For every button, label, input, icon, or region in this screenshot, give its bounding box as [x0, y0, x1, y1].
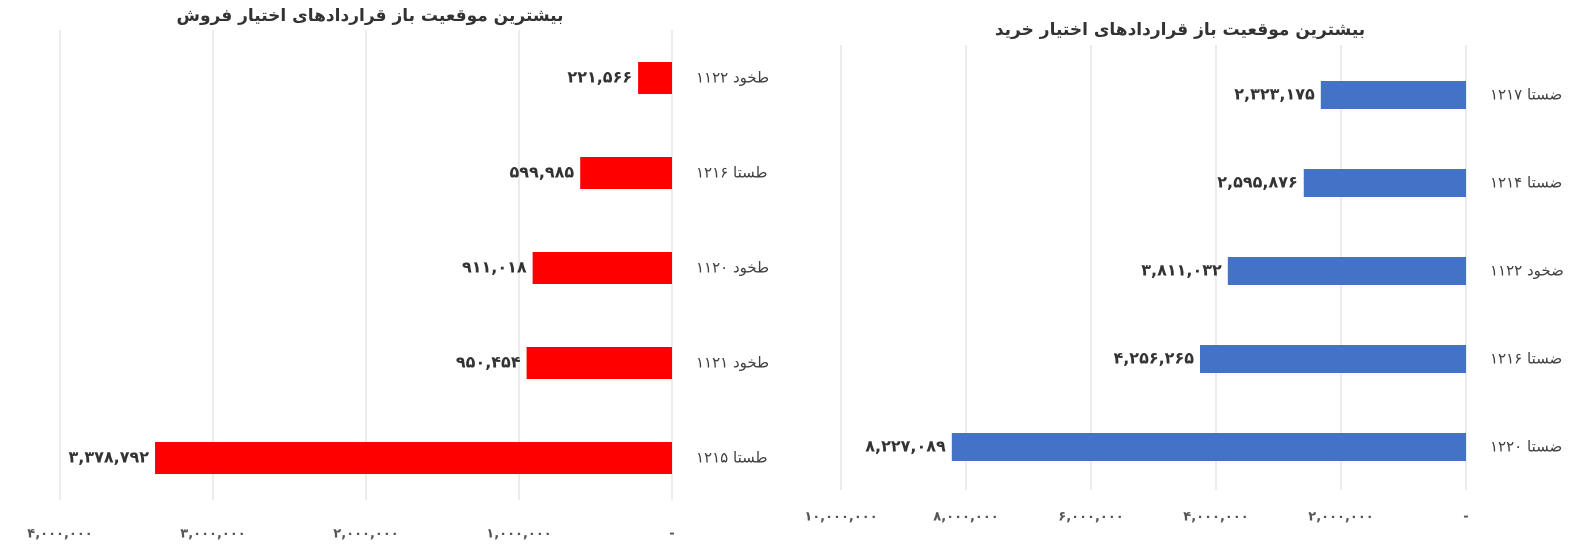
y-tick-label: طخود ۱۱۲۲: [696, 69, 769, 87]
bar: [1303, 169, 1466, 197]
y-tick-label: طستا ۱۲۱۵: [696, 449, 767, 467]
data-label: ۸,۲۲۷,۰۸۹: [865, 437, 946, 456]
y-tick-label: ضخود ۱۱۲۲: [1490, 262, 1564, 280]
x-tick-label: ۴,۰۰۰,۰۰۰: [27, 527, 92, 542]
data-label: ۲,۳۲۳,۱۷۵: [1234, 85, 1315, 104]
bar: [1199, 345, 1466, 373]
data-label: ۵۹۹,۹۸۵: [510, 163, 575, 182]
data-label: ۹۵۰,۴۵۴: [456, 353, 521, 372]
bar: [580, 157, 672, 189]
x-tick-label: ۱۰,۰۰۰,۰۰۰: [804, 510, 877, 525]
data-label: ۹۱۱,۰۱۸: [462, 258, 527, 277]
y-tick-label: ضستا ۱۲۲۰: [1490, 438, 1562, 456]
bar: [532, 252, 672, 284]
bar: [1227, 257, 1466, 285]
x-tick-label: ۲,۰۰۰,۰۰۰: [1308, 510, 1373, 525]
bar: [1320, 81, 1466, 109]
x-tick-label: ۸,۰۰۰,۰۰۰: [933, 510, 998, 525]
x-tick-label: ۴,۰۰۰,۰۰۰: [1183, 510, 1248, 525]
chart-title: بیشترین موقعیت باز قراردادهای اختیار فرو…: [176, 6, 563, 26]
data-label: ۳,۳۷۸,۷۹۲: [69, 448, 150, 467]
bar: [951, 433, 1466, 461]
x-tick-label: -: [1463, 510, 1468, 525]
y-tick-label: ضستا ۱۲۱۴: [1490, 174, 1562, 192]
bar: [638, 62, 672, 94]
x-tick-label: -: [669, 527, 674, 542]
data-label: ۲,۵۹۵,۸۷۶: [1217, 173, 1298, 192]
x-tick-label: ۲,۰۰۰,۰۰۰: [333, 527, 398, 542]
bar: [526, 347, 672, 379]
y-tick-label: ضستا ۱۲۱۶: [1490, 350, 1562, 368]
x-tick-label: ۳,۰۰۰,۰۰۰: [180, 527, 245, 542]
y-tick-label: ضستا ۱۲۱۷: [1490, 86, 1562, 104]
data-label: ۲۲۱,۵۶۶: [567, 68, 632, 87]
x-tick-label: ۱,۰۰۰,۰۰۰: [486, 527, 551, 542]
y-tick-label: طستا ۱۲۱۶: [696, 164, 767, 182]
y-tick-label: طخود ۱۱۲۰: [696, 259, 769, 277]
y-tick-label: طخود ۱۱۲۱: [696, 354, 769, 372]
data-label: ۳,۸۱۱,۰۳۲: [1141, 261, 1222, 280]
bar: [155, 442, 673, 474]
chart-title: بیشترین موقعیت باز قراردادهای اختیار خری…: [995, 20, 1365, 40]
data-label: ۴,۲۵۶,۲۶۵: [1113, 349, 1194, 368]
x-tick-label: ۶,۰۰۰,۰۰۰: [1058, 510, 1123, 525]
